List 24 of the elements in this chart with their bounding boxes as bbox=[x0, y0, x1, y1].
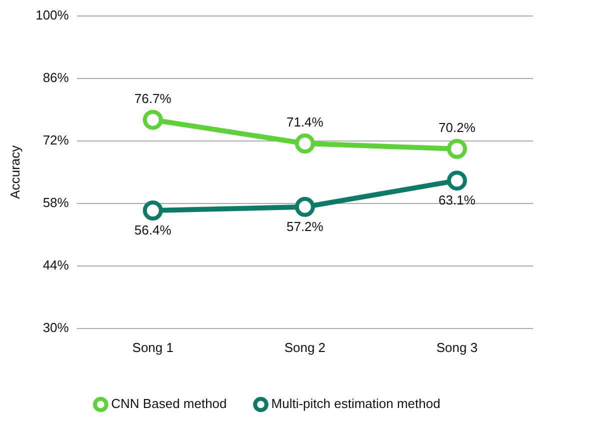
data-label: 63.1% bbox=[438, 192, 476, 208]
y-tick-label: 44% bbox=[42, 257, 70, 272]
data-label: 56.4% bbox=[134, 222, 172, 238]
y-tick-label: 100% bbox=[36, 7, 70, 22]
point bbox=[446, 170, 467, 191]
data-label: 70.2% bbox=[438, 120, 476, 135]
y-tick-label: 86% bbox=[42, 70, 70, 85]
legend-label: CNN Based method bbox=[111, 396, 227, 412]
y-tick-label: 72% bbox=[42, 132, 70, 148]
data-label: 71.4% bbox=[286, 114, 324, 130]
y-axis-title: Accuracy bbox=[7, 144, 22, 199]
point bbox=[142, 200, 163, 221]
y-tick-label: 58% bbox=[42, 194, 70, 210]
data-label: 57.2% bbox=[286, 219, 324, 234]
legend-label: Multi-pitch estimation method bbox=[271, 396, 440, 412]
x-tick-label: Song 1 bbox=[132, 340, 174, 355]
x-tick-label: Song 2 bbox=[284, 340, 326, 355]
data-label: 76.7% bbox=[134, 90, 172, 106]
y-tick-label: 30% bbox=[42, 320, 70, 335]
point bbox=[294, 196, 315, 217]
point bbox=[142, 110, 163, 130]
point bbox=[294, 134, 315, 154]
point bbox=[446, 138, 467, 159]
x-tick-label: Song 3 bbox=[436, 340, 478, 355]
